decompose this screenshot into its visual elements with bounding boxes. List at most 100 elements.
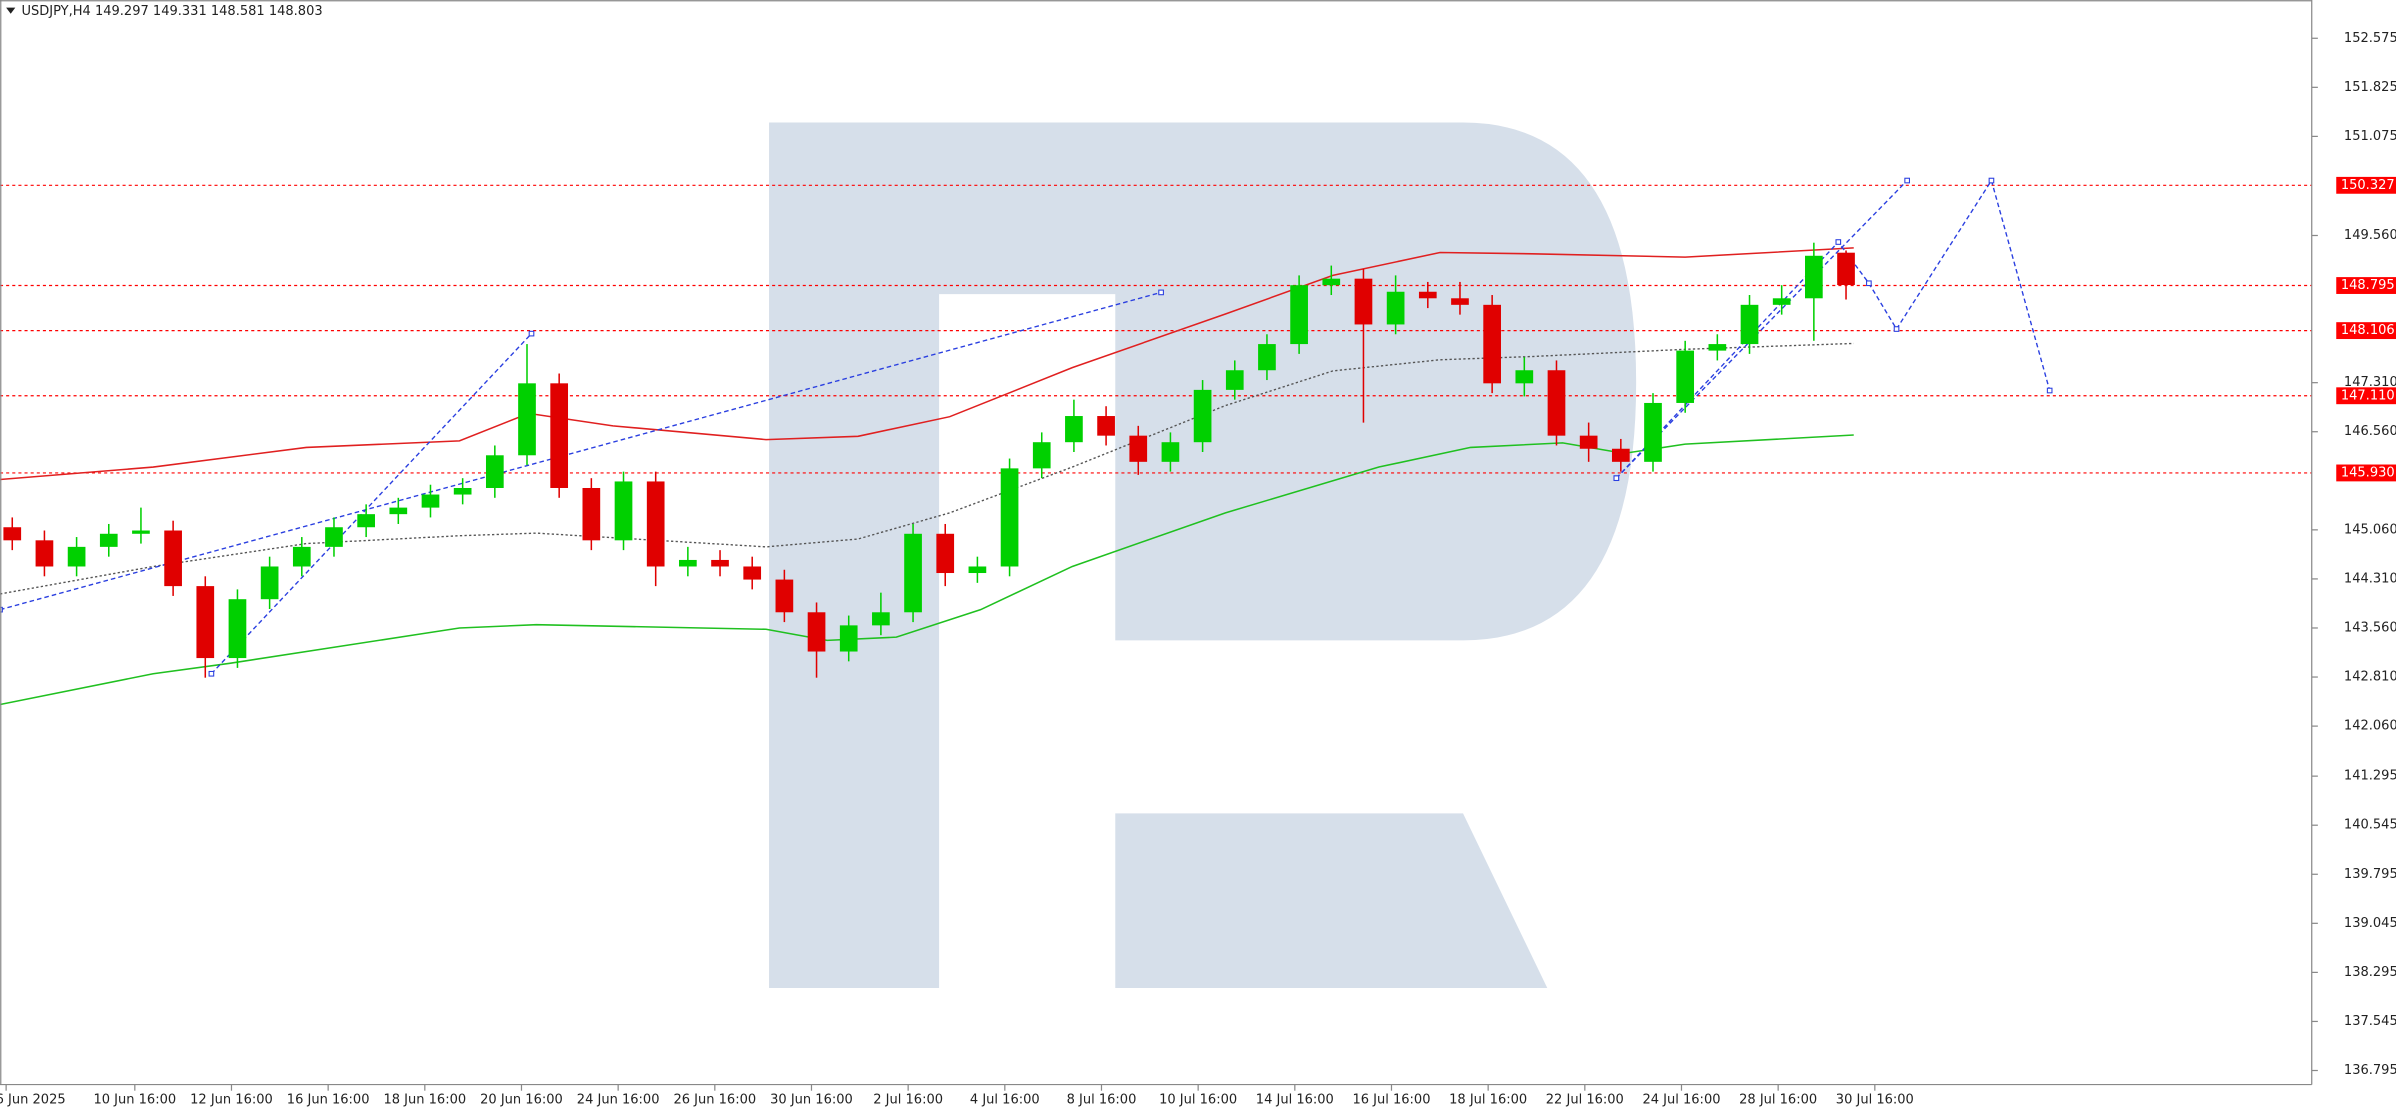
line-vertex — [1988, 177, 1995, 184]
candle-body — [1193, 389, 1212, 443]
candle-body — [679, 559, 697, 567]
candle-body — [1290, 285, 1308, 345]
candle-body — [1097, 416, 1115, 436]
line-vertex — [528, 330, 535, 337]
line-vertex — [1904, 177, 1910, 184]
candle-body — [164, 530, 182, 587]
candle-body — [904, 533, 922, 613]
y-tick-label: 140.545 — [2344, 818, 2396, 833]
candle-body — [357, 514, 375, 528]
x-tick-label: 4 Jul 16:00 — [970, 1092, 1040, 1107]
candle-body — [421, 494, 440, 508]
line-dotted — [0, 342, 1854, 595]
x-tick-label: 2 Jul 16:00 — [873, 1092, 943, 1107]
candle-body — [35, 540, 54, 567]
chart-title: USDJPY,H4 149.297 149.331 148.581 148.80… — [21, 4, 322, 19]
x-tick-label: 6 Jun 2025 — [0, 1092, 66, 1107]
line-vertex — [2046, 387, 2053, 394]
line-vertex — [1613, 475, 1620, 482]
candle-body — [518, 383, 536, 456]
candle-body — [1065, 416, 1083, 443]
x-tick-label: 26 Jun 16:00 — [673, 1092, 756, 1107]
x-tick-label: 30 Jul 16:00 — [1836, 1092, 1914, 1107]
y-tick-label: 143.560 — [2344, 620, 2396, 635]
candle-body — [1644, 402, 1662, 462]
candle-body — [1772, 298, 1791, 305]
x-tick-label: 16 Jul 16:00 — [1352, 1092, 1430, 1107]
line-vertex — [1835, 239, 1842, 245]
line-vertex — [1158, 289, 1164, 296]
level-label-box — [2336, 176, 2396, 194]
x-tick-label: 14 Jul 16:00 — [1256, 1092, 1334, 1107]
candle-body — [453, 487, 472, 495]
candle-body — [1547, 370, 1566, 436]
line-vertex — [208, 670, 215, 677]
line-dashed — [210, 333, 533, 675]
candle-body — [99, 533, 118, 547]
level-label-box — [2336, 464, 2396, 482]
x-tick-label: 30 Jun 16:00 — [770, 1092, 853, 1107]
candle-body — [1225, 370, 1244, 390]
candle-body — [1837, 252, 1855, 286]
level-label: 148.106 — [2341, 323, 2395, 338]
line-solid — [0, 247, 1854, 481]
level-label: 145.930 — [2341, 465, 2395, 480]
candle-body — [1740, 304, 1759, 345]
y-tick-label: 144.310 — [2344, 571, 2396, 586]
candle-body — [1483, 304, 1501, 384]
candle-body — [1161, 442, 1180, 462]
candle-body — [485, 455, 504, 488]
x-tick-label: 18 Jun 16:00 — [383, 1092, 466, 1107]
line-vertex — [1866, 280, 1872, 287]
candle-body — [3, 527, 22, 541]
logo-bowl — [769, 122, 1637, 989]
candle-body — [1129, 435, 1148, 462]
y-tick-label: 139.795 — [2344, 867, 2396, 882]
candle-body — [1451, 298, 1469, 305]
y-tick-label: 146.560 — [2344, 424, 2396, 439]
y-tick-label: 141.295 — [2344, 769, 2396, 784]
candle-body — [968, 566, 987, 574]
level-label-box — [2336, 277, 2396, 294]
candle-body — [1418, 291, 1437, 299]
x-tick-label: 12 Jun 16:00 — [190, 1092, 273, 1107]
candle-body — [292, 546, 311, 567]
x-tick-label: 8 Jul 16:00 — [1067, 1092, 1137, 1107]
x-tick-label: 24 Jul 16:00 — [1642, 1092, 1720, 1107]
candle-body — [1032, 442, 1051, 469]
x-tick-label: 24 Jun 16:00 — [577, 1092, 660, 1107]
candle-body — [646, 481, 665, 567]
candle-body — [1000, 468, 1019, 567]
y-tick-label: 139.045 — [2344, 916, 2396, 931]
candle-body — [1515, 370, 1534, 384]
y-tick-label: 142.060 — [2344, 719, 2396, 734]
candle-body — [614, 481, 633, 541]
candle-body — [325, 527, 343, 547]
candle-body — [1805, 255, 1823, 299]
line-dashed — [1615, 178, 2051, 479]
logo-leg — [1115, 813, 1548, 989]
plot-area — [0, 177, 2312, 706]
candle-body — [711, 559, 729, 567]
candle-body — [1708, 344, 1727, 351]
candle-body — [67, 546, 86, 567]
candle-body — [936, 533, 955, 574]
line-dashed — [0, 291, 1162, 611]
watermark-logo — [769, 122, 1637, 989]
symbol-menu-arrow[interactable] — [6, 7, 16, 14]
candle-body — [389, 507, 408, 515]
y-tick-label: 151.825 — [2344, 80, 2396, 95]
candle-body — [1354, 278, 1373, 325]
y-tick-label: 138.295 — [2344, 965, 2396, 980]
candle-body — [550, 383, 569, 488]
level-label-box — [2336, 322, 2396, 340]
x-tick-label: 10 Jul 16:00 — [1159, 1092, 1237, 1107]
candle-body — [1611, 448, 1630, 462]
candle-body — [775, 579, 794, 613]
candle-body — [1386, 291, 1405, 325]
y-tick-label: 147.310 — [2344, 375, 2396, 390]
candle-body — [743, 566, 762, 580]
candle-body — [196, 586, 215, 659]
candle-body — [1322, 278, 1341, 286]
